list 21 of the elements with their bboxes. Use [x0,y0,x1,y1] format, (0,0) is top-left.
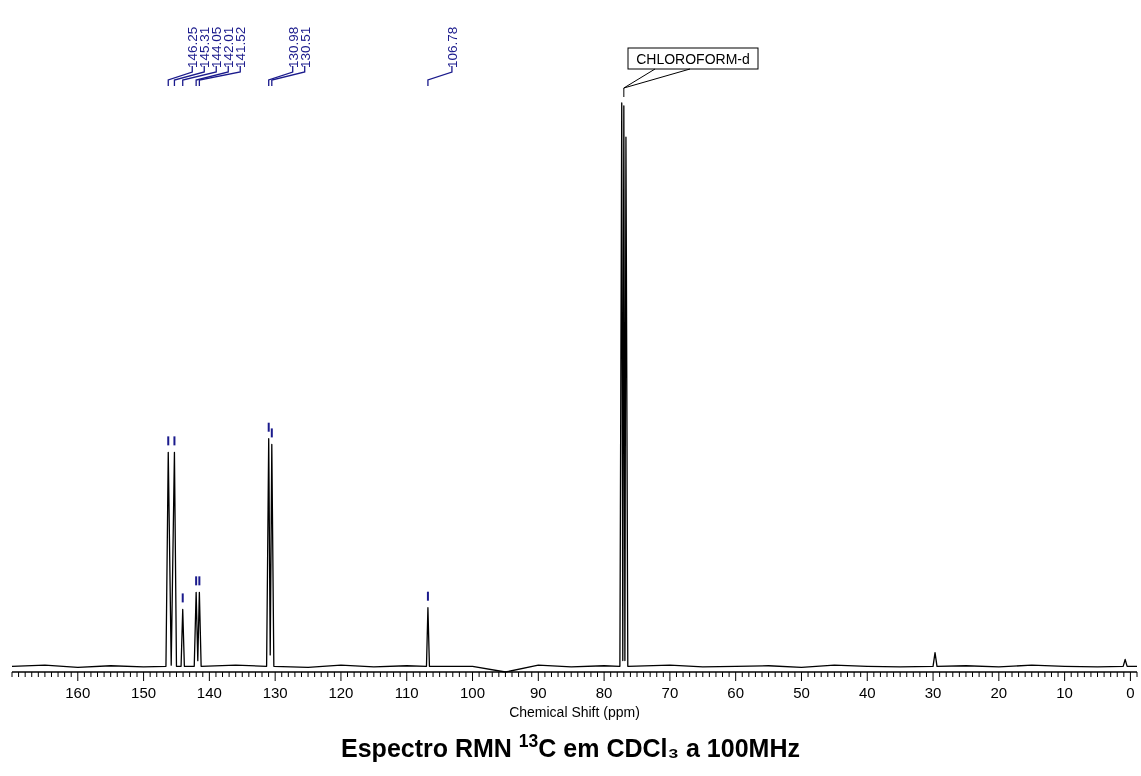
x-tick-label: 160 [65,684,91,701]
x-tick-label: 10 [1056,684,1073,701]
x-tick-label: 140 [196,684,222,701]
x-tick-label: 130 [262,684,288,701]
x-tick-label: 40 [858,684,876,701]
x-tick-label: 90 [529,684,547,701]
x-tick-label: 30 [924,684,942,701]
x-tick-label: 100 [460,684,486,701]
annotation: 106.78 [444,26,460,68]
x-tick-label: 70 [661,684,679,701]
x-tick-label: 120 [328,684,354,701]
x-tick-label: 150 [131,684,157,701]
x-tick-label: 50 [793,684,810,701]
x-tick-label: 0 [1126,684,1135,701]
x-tick-label: 80 [595,684,613,701]
x-tick-label: 20 [990,684,1008,701]
x-axis-title: Chemical Shift (ppm) [509,704,640,720]
text: Espectro RMN $^{13}$C em CDCl₃ a 100MHz [341,731,800,762]
x-tick-label: 110 [394,684,419,701]
annotation: CHLOROFORM-d [636,51,750,67]
x-tick-label: 60 [727,684,745,701]
